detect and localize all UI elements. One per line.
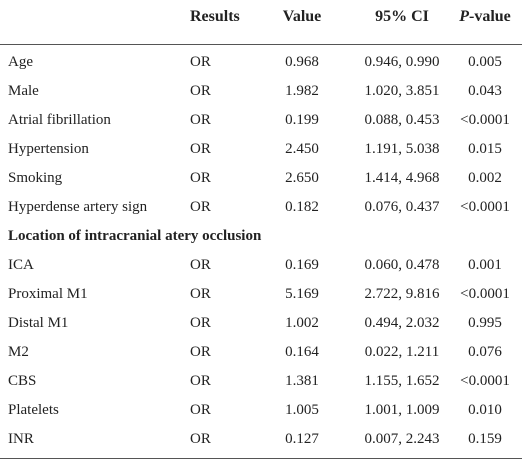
cell: 1.982 <box>285 83 319 99</box>
row-label: INR <box>8 431 34 447</box>
cell: 0.010 <box>468 402 502 418</box>
row-label: CBS <box>8 373 37 389</box>
cell: 0.043 <box>468 83 502 99</box>
cell: 0.946, 0.990 <box>364 54 440 70</box>
cell: 0.001 <box>468 257 502 273</box>
cell: OR <box>190 257 211 273</box>
bottom-rule <box>0 458 522 459</box>
row-label: Hyperdense artery sign <box>8 199 148 215</box>
cell: 2.450 <box>285 141 319 157</box>
cell: OR <box>190 83 211 99</box>
cell: 1.020, 3.851 <box>364 83 440 99</box>
cell: 0.015 <box>468 141 502 157</box>
cell: <0.0001 <box>460 112 510 128</box>
cell: <0.0001 <box>460 373 510 389</box>
column-header: Results <box>190 8 240 25</box>
cell: OR <box>190 141 211 157</box>
cell: 0.002 <box>468 170 502 186</box>
row-label: Age <box>8 54 33 70</box>
cell: 0.088, 0.453 <box>364 112 440 128</box>
cell: 1.001, 1.009 <box>364 402 440 418</box>
cell: OR <box>190 286 211 302</box>
cell: 2.650 <box>285 170 319 186</box>
cell: 0.007, 2.243 <box>364 431 440 447</box>
column-header: 95% CI <box>375 8 429 25</box>
row-label: Atrial fibrillation <box>8 112 111 128</box>
cell: 0.164 <box>285 344 319 360</box>
cell: 1.155, 1.652 <box>364 373 440 389</box>
cell: 1.002 <box>285 315 319 331</box>
row-label: Hypertension <box>8 141 89 157</box>
header-rule <box>0 44 522 45</box>
cell: 0.169 <box>285 257 319 273</box>
cell: OR <box>190 54 211 70</box>
cell: 0.199 <box>285 112 319 128</box>
cell: 0.995 <box>468 315 502 331</box>
cell: 0.127 <box>285 431 319 447</box>
section-label: Location of intracranial atery occlusion <box>8 228 262 244</box>
cell: 0.968 <box>285 54 319 70</box>
row-label: Male <box>8 83 39 99</box>
cell: OR <box>190 112 211 128</box>
row-label: Proximal M1 <box>8 286 88 302</box>
column-header: Value <box>282 8 322 25</box>
cell: 0.494, 2.032 <box>364 315 440 331</box>
cell: OR <box>190 431 211 447</box>
row-label: Platelets <box>8 402 59 418</box>
cell: OR <box>190 170 211 186</box>
cell: 1.414, 4.968 <box>364 170 440 186</box>
cell: 0.060, 0.478 <box>364 257 440 273</box>
cell: 1.381 <box>285 373 319 389</box>
cell: OR <box>190 373 211 389</box>
column-header: P-value <box>459 8 511 25</box>
cell: 0.182 <box>285 199 319 215</box>
cell: <0.0001 <box>460 199 510 215</box>
cell: 0.076, 0.437 <box>364 199 440 215</box>
cell: <0.0001 <box>460 286 510 302</box>
cell: 0.076 <box>468 344 502 360</box>
cell: 1.191, 5.038 <box>364 141 440 157</box>
cell: OR <box>190 315 211 331</box>
cell: 0.022, 1.211 <box>364 344 440 360</box>
cell: 1.005 <box>285 402 319 418</box>
cell: 0.005 <box>468 54 502 70</box>
cell: OR <box>190 199 211 215</box>
row-label: ICA <box>8 257 34 273</box>
cell: 2.722, 9.816 <box>364 286 440 302</box>
cell: 0.159 <box>468 431 502 447</box>
row-label: M2 <box>8 344 29 360</box>
cell: OR <box>190 402 211 418</box>
row-label: Distal M1 <box>8 315 69 331</box>
cell: OR <box>190 344 211 360</box>
row-label: Smoking <box>8 170 63 186</box>
cell: 5.169 <box>285 286 319 302</box>
